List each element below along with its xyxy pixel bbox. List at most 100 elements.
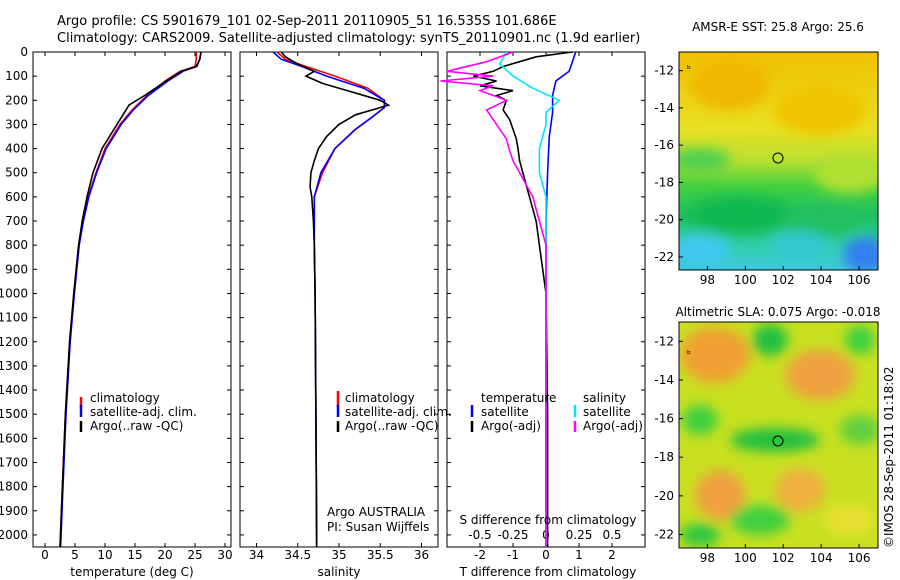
map-x-tick-label: 104 (810, 551, 833, 565)
series-line-satellite-adj-clim- (272, 51, 386, 548)
legend-argo: Argo(..raw -QC) (90, 419, 183, 433)
x-tick-label: 15 (127, 548, 142, 562)
map-x-tick-label: 98 (700, 273, 715, 287)
y-tick-label: 400 (5, 142, 28, 156)
y-tick-label: 0 (20, 45, 28, 59)
legend-argo: Argo(..raw -QC) (345, 419, 438, 433)
x-tick-label: -2 (474, 548, 486, 562)
legend-climatology: climatology (90, 391, 160, 405)
difference-legend: temperature salinity satellite Argo(-adj… (470, 391, 643, 433)
map-x-tick-label: 106 (848, 273, 871, 287)
salinity-panel: 34 34.5 35 35.5 36 salinity climatology sate… (239, 51, 452, 579)
y-tick-label: 500 (5, 166, 28, 180)
temperature-axes-box (32, 51, 232, 548)
annotation-argo-australia: Argo AUSTRALIA (327, 505, 426, 519)
map-y-tick-label: -20 (654, 489, 674, 503)
temperature-series (59, 51, 202, 548)
s-tick-label: 0.25 (566, 528, 593, 542)
sst-map-corner-mark: ᵇ (687, 65, 691, 75)
map-x-tick-label: 106 (848, 551, 871, 565)
s-tick-label: 0.5 (602, 528, 621, 542)
header-line-2: Climatology: CARS2009. Satellite-adjuste… (57, 31, 640, 46)
y-tick-label: 1700 (0, 455, 28, 469)
y-tick-label: 1600 (0, 431, 28, 445)
salinity-legend: climatology satellite-adj. clim. Argo(..… (336, 391, 452, 433)
salinity-x-ticks: 34 34.5 35 35.5 36 (249, 52, 429, 562)
x-tick-label: -1 (507, 548, 519, 562)
temperature-y-ticks: 0 100 200 300 400 500 600 700 800 900 1000 1100 1200… (0, 45, 231, 542)
series-line-temperature-argo-adj- (473, 51, 573, 547)
x-tick-label: 5 (71, 548, 79, 562)
map-y-tick-label: -12 (654, 334, 674, 348)
sla-argo-marker (772, 435, 784, 447)
y-tick-label: 700 (5, 214, 28, 228)
legend-temp-satellite: satellite (481, 405, 529, 419)
salinity-xlabel: salinity (317, 565, 360, 579)
legend-satellite: satellite-adj. clim. (345, 405, 452, 419)
y-tick-label: 300 (5, 117, 28, 131)
temperature-panel: 0100200300400500600700800900100011001200… (0, 45, 233, 579)
sla-map-panel: Altimetric SLA: 0.075 Argo: -0.018 ᵇ 98 1… (654, 305, 880, 565)
legend-salinity-title: salinity (583, 391, 626, 405)
legend-climatology: climatology (345, 391, 415, 405)
salinity-y-ticks (240, 51, 438, 536)
legend-temp-argo: Argo(-adj) (481, 419, 541, 433)
difference-series (440, 51, 577, 547)
map-x-tick-label: 102 (772, 273, 795, 287)
map-y-tick-label: -22 (654, 527, 674, 541)
series-line-climatology (59, 52, 197, 548)
difference-panel: -2 -1 0 1 2-0.5 -0.25 0 0.25 0.5 S difference fr… (440, 51, 646, 579)
map-y-tick-label: -14 (654, 101, 674, 115)
legend-satellite: satellite-adj. clim. (90, 405, 197, 419)
sla-map-title: Altimetric SLA: 0.075 Argo: -0.018 (675, 305, 880, 319)
annotation-pi: PI: Susan Wijffels (327, 520, 429, 534)
sst-argo-marker (772, 152, 784, 164)
series-line-argo-raw-qc- (280, 51, 391, 548)
series-line-satellite-adj-clim- (59, 51, 202, 548)
x-tick-label: 10 (97, 548, 112, 562)
map-y-tick-label: -16 (654, 412, 674, 426)
sst-map-frame (678, 51, 879, 271)
sst-map-ticks: 98 100 102 104 106 -12 -14 -16 -18 -20 -22 (654, 64, 870, 287)
salinity-axes-box (239, 51, 439, 548)
sst-map-panel: AMSR-E SST: 25.8 Argo: 25.6 ᵇ 98 100 102 10… (654, 20, 879, 287)
x-tick-label: 25 (187, 548, 202, 562)
x-tick-label: 34.5 (284, 548, 311, 562)
series-line-temperature-satellite (545, 51, 577, 547)
y-tick-label: 1800 (0, 480, 28, 494)
legend-sal-satellite: satellite (583, 405, 631, 419)
s-tick-label: -0.5 (468, 528, 491, 542)
series-line-argo-raw-qc- (59, 51, 202, 548)
y-tick-label: 600 (5, 190, 28, 204)
x-tick-label: 34 (249, 548, 264, 562)
temperature-xlabel: temperature (deg C) (70, 565, 193, 579)
y-tick-label: 200 (5, 93, 28, 107)
sla-map-ticks: 98 100 102 104 106 -12 -14 -16 -18 -20 -22 (654, 334, 870, 565)
x-tick-label: 2 (608, 548, 616, 562)
imos-credit: ©IMOS 28-Sep-2011 01:18:02 (882, 366, 896, 548)
map-x-tick-label: 98 (700, 551, 715, 565)
series-line-climatology (276, 51, 386, 548)
difference-xlabel: T difference from climatology (459, 565, 637, 579)
y-tick-label: 1000 (0, 286, 28, 300)
x-tick-label: 35 (331, 548, 346, 562)
x-tick-label: 30 (217, 548, 232, 562)
map-y-tick-label: -18 (654, 450, 674, 464)
y-tick-label: 1300 (0, 359, 28, 373)
map-x-tick-label: 100 (734, 551, 757, 565)
x-tick-label: 0 (542, 548, 550, 562)
difference-xlabel-top: S difference from climatology (460, 513, 637, 527)
header-line-1: Argo profile: CS 5901679_101 02-Sep-2011… (57, 14, 557, 29)
map-y-tick-label: -20 (654, 213, 674, 227)
salinity-series (272, 51, 391, 548)
x-tick-label: 35.5 (367, 548, 394, 562)
y-tick-label: 100 (5, 69, 28, 83)
y-tick-label: 900 (5, 262, 28, 276)
y-tick-label: 1100 (0, 311, 28, 325)
sla-map-corner-mark: ᵇ (687, 350, 691, 360)
y-tick-label: 800 (5, 238, 28, 252)
series-line-salinity-argo-adj- (440, 51, 547, 547)
temperature-x-ticks: 0 5 10 15 20 25 30 (41, 52, 233, 562)
sla-map-image (679, 322, 878, 548)
